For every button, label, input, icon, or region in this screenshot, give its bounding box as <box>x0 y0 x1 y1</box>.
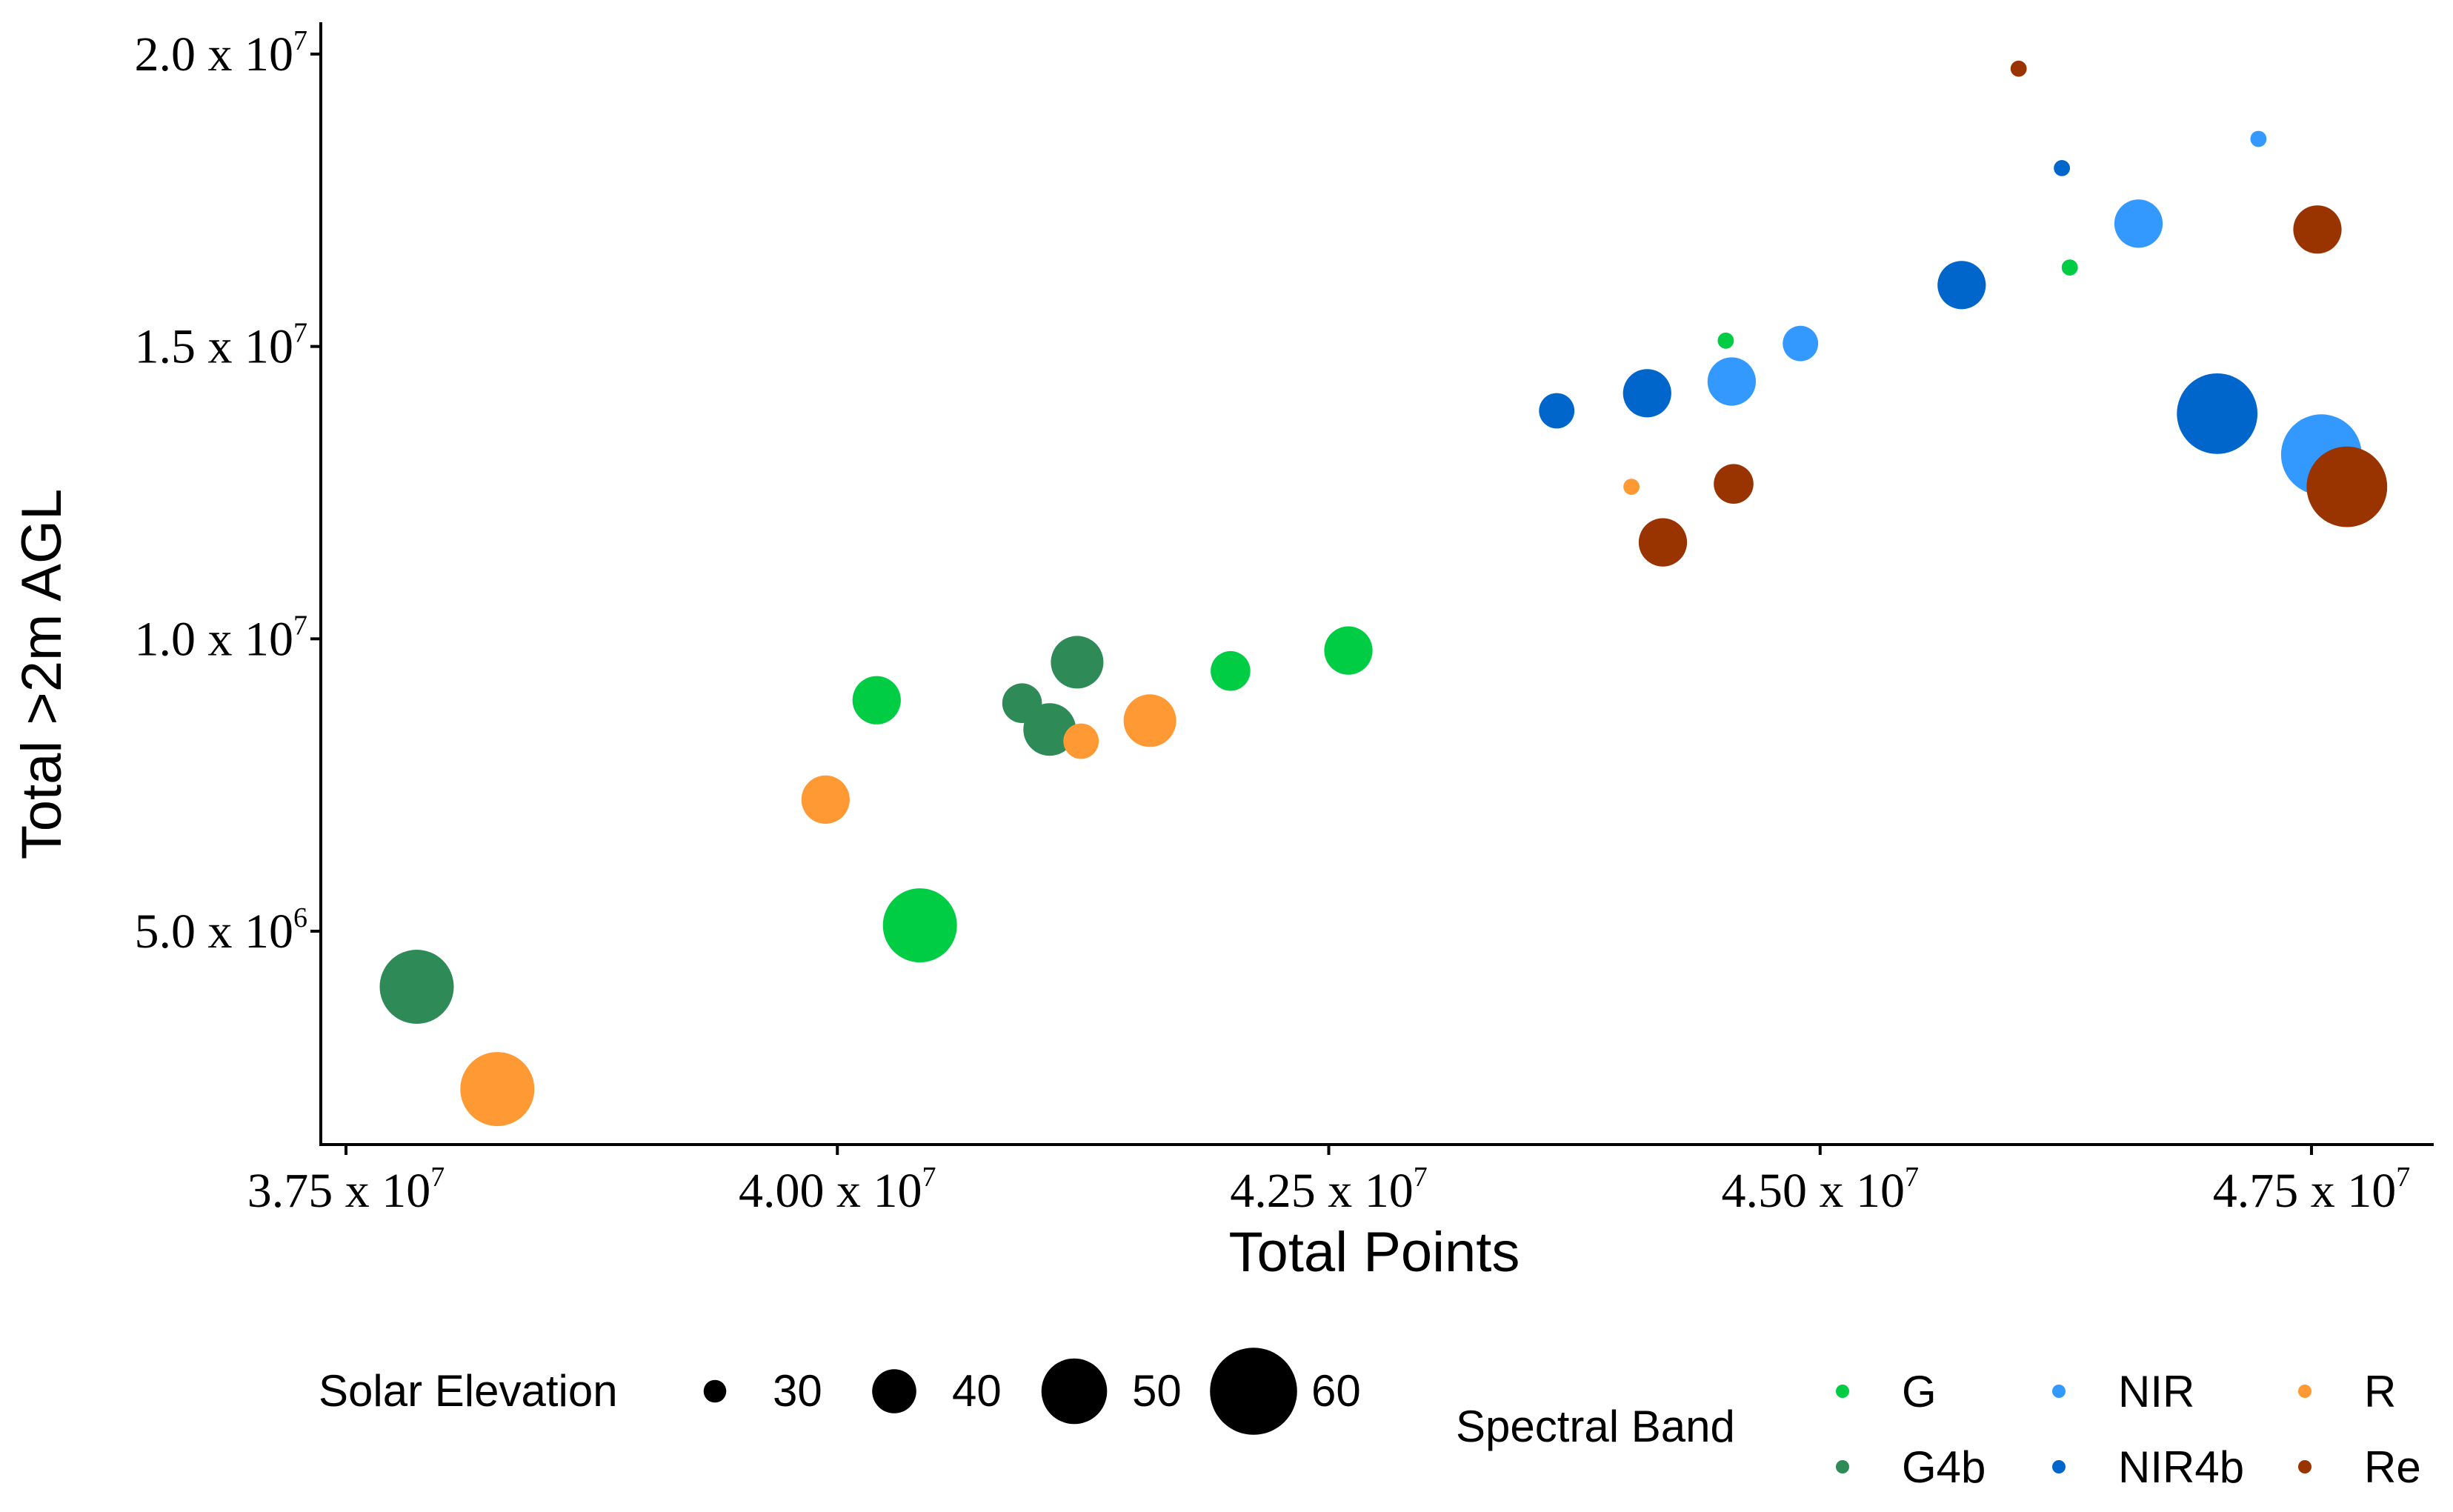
y-tick-label: 5.0 x 106 <box>135 902 308 959</box>
data-point-g <box>1717 332 1734 349</box>
x-axis-title: Total Points <box>1229 1221 1520 1284</box>
size-legend-label: 50 <box>1132 1366 1182 1416</box>
data-point-nir4b <box>1937 261 1986 310</box>
data-point-nir4b <box>1539 393 1575 429</box>
data-point-g <box>1324 626 1373 675</box>
data-point-r <box>801 775 850 824</box>
size-legend-key <box>703 1379 727 1403</box>
data-point-nir <box>1783 325 1819 362</box>
data-point-r <box>1123 694 1176 747</box>
color-legend-label: NIR4b <box>2118 1442 2244 1492</box>
data-point-re <box>1638 518 1688 567</box>
size-legend-label: 40 <box>952 1366 1002 1416</box>
size-legend-label: 60 <box>1311 1366 1361 1416</box>
axes <box>319 22 2434 1146</box>
x-tick-label: 4.25 x 107 <box>1230 1162 1428 1218</box>
data-point-g4b <box>1051 636 1104 689</box>
color-legend: Spectral Band G G4b NIR NIR4b R Re <box>1456 1367 2421 1492</box>
color-legend-label: NIR <box>2118 1367 2194 1416</box>
data-point-nir <box>2114 199 2163 248</box>
size-legend-title: Solar Elevation <box>319 1366 618 1416</box>
data-point-g4b <box>1023 703 1076 756</box>
data-point-re <box>2293 205 2342 254</box>
x-tick-label: 4.50 x 107 <box>1722 1162 1920 1218</box>
size-legend-key <box>872 1369 916 1413</box>
color-legend-key <box>2298 1460 2311 1473</box>
color-legend-key <box>2052 1385 2066 1398</box>
data-point-nir4b <box>2054 160 2071 176</box>
size-legend-key <box>1210 1348 1297 1435</box>
data-point-r <box>1623 479 1640 495</box>
y-tick-label: 2.0 x 107 <box>135 25 308 81</box>
data-point-nir4b <box>1622 369 1671 418</box>
data-point-nir <box>1707 357 1756 406</box>
color-legend-title: Spectral Band <box>1456 1402 1735 1451</box>
data-point-r <box>1063 723 1099 759</box>
color-legend-key <box>1836 1385 1849 1398</box>
data-point-re <box>2010 60 2027 77</box>
color-legend-label: G4b <box>1902 1442 1986 1492</box>
y-tick-label: 1.5 x 107 <box>135 318 308 374</box>
size-legend-label: 30 <box>773 1366 822 1416</box>
data-point-re <box>1714 464 1754 504</box>
color-legend-label: G <box>1902 1367 1937 1416</box>
color-legend-label: Re <box>2364 1442 2421 1492</box>
size-legend-key <box>1041 1358 1108 1425</box>
x-tick-label: 4.00 x 107 <box>739 1162 936 1218</box>
data-point-g <box>852 676 901 725</box>
data-point-nir <box>2250 130 2267 147</box>
data-point-g4b <box>379 950 454 1024</box>
data-point-r <box>460 1052 535 1127</box>
y-tick-label: 1.0 x 107 <box>135 610 308 666</box>
data-points <box>379 60 2388 1127</box>
x-tick-label: 4.75 x 107 <box>2213 1162 2411 1218</box>
data-point-g <box>882 888 957 963</box>
color-legend-label: R <box>2364 1367 2396 1416</box>
tick-marks-and-labels: 5.0 x 106 1.0 x 107 1.5 x 107 2.0 x 107 3.75… <box>135 25 2411 1218</box>
data-point-re <box>2306 446 2388 527</box>
color-legend-key <box>1836 1460 1849 1473</box>
y-axis-title: Total >2m AGL <box>10 489 73 860</box>
data-point-nir4b <box>2177 373 2258 454</box>
color-legend-key <box>2052 1460 2066 1473</box>
data-point-g <box>2061 259 2078 276</box>
x-tick-label: 3.75 x 107 <box>247 1162 445 1218</box>
size-legend: Solar Elevation 30 40 50 60 <box>319 1348 1361 1435</box>
color-legend-key <box>2298 1385 2311 1398</box>
data-point-g <box>1211 650 1251 691</box>
